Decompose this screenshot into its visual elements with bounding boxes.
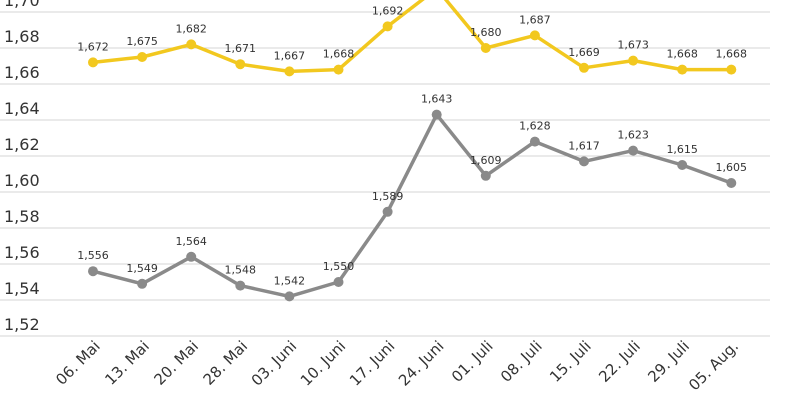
x-tick-label: 08. Juli [497,337,546,386]
x-tick-label: 06. Mai [52,337,104,389]
data-point-lower [382,206,393,217]
data-point-lower [235,280,246,291]
series-line-lower [91,112,734,299]
gridlines [0,11,770,337]
data-point-lower [529,136,540,147]
x-tick-label: 22. Juli [595,337,644,386]
x-tick-label: 17. Juni [346,337,398,389]
x-tick-label: 29. Juli [644,337,693,386]
data-label-lower: 1,628 [519,120,551,133]
data-label-upper: 1,672 [77,40,109,53]
data-label-upper: 1,668 [716,48,748,61]
x-tick-label: 15. Juli [546,337,595,386]
y-tick-label: 1,66 [4,63,40,82]
data-point-lower [88,266,98,277]
data-label-lower: 1,556 [77,249,109,262]
data-point-lower [677,160,688,170]
data-point-upper [382,21,393,32]
data-point-lower [628,145,639,156]
data-label-upper: 1,669 [568,46,600,59]
data-point-upper [677,64,688,75]
data-label-lower: 1,605 [716,161,748,174]
data-point-upper [726,64,737,75]
x-tick-label: 28. Mai [200,337,252,389]
x-tick-label: 10. Juni [297,337,349,389]
data-point-lower [726,178,737,188]
y-tick-label: 1,60 [4,171,40,190]
data-point-lower [480,170,491,181]
data-label-upper: 1,673 [617,39,649,52]
x-tick-label: 24. Juni [395,337,447,389]
data-point-upper [186,39,197,50]
data-point-lower [431,109,442,120]
y-tick-label: 1,54 [4,279,40,298]
data-label-lower: 1,589 [372,190,404,203]
data-label-lower: 1,549 [126,262,158,275]
data-point-upper [284,66,295,77]
data-label-upper: 1,682 [175,22,207,35]
y-tick-label: 1,58 [4,207,40,226]
data-label-upper: 1,667 [274,49,306,62]
data-label-upper: 1,668 [323,48,355,61]
x-tick-label: 20. Mai [150,337,202,389]
data-label-upper: 1,675 [126,35,158,48]
data-label-upper: 1,692 [372,4,404,17]
data-label-lower: 1,550 [323,260,355,273]
x-tick-label: 01. Juli [448,337,497,386]
series-lines: 1,672 1,675 1,682 1,671 1,667 1,668 1,692 1,680… [77,0,748,302]
data-label-lower: 1,542 [274,274,306,287]
data-point-upper [235,59,246,70]
data-point-lower [579,156,589,167]
y-axis-ticks: 1,52 1,54 1,56 1,58 1,60 1,62 1,64 1,66 1,68 1,70 [4,0,40,334]
data-point-lower [137,278,148,289]
data-label-lower: 1,643 [421,93,453,106]
data-point-lower [284,291,295,302]
data-label-upper: 1,680 [470,26,502,39]
data-label-lower: 1,615 [666,143,698,156]
y-tick-label: 1,62 [4,135,40,154]
x-tick-label: 03. Juni [248,337,300,389]
data-label-upper: 1,687 [519,13,551,26]
data-point-upper [529,30,540,41]
y-tick-label: 1,68 [4,27,40,46]
data-label-lower: 1,623 [617,129,649,142]
data-point-upper [628,55,639,66]
data-label-upper: 1,671 [225,42,257,55]
x-tick-label: 13. Mai [101,337,153,389]
y-tick-label: 1,52 [4,315,40,334]
y-tick-label: 1,70 [4,0,40,10]
data-point-upper [480,43,491,53]
y-tick-label: 1,56 [4,243,40,262]
data-point-upper [579,62,589,73]
data-label-lower: 1,564 [175,235,207,248]
data-point-upper [333,64,344,75]
data-point-upper [88,57,98,68]
y-tick-label: 1,64 [4,99,40,118]
data-label-lower: 1,617 [568,139,600,152]
data-label-upper: 1,668 [666,48,698,61]
data-point-lower [333,277,344,287]
data-point-lower [186,251,197,262]
data-label-lower: 1,548 [225,264,257,277]
data-label-lower: 1,609 [470,154,502,167]
x-tick-label: 05. Aug. [685,337,742,394]
series-line-upper [91,0,734,74]
data-point-upper [137,52,148,62]
